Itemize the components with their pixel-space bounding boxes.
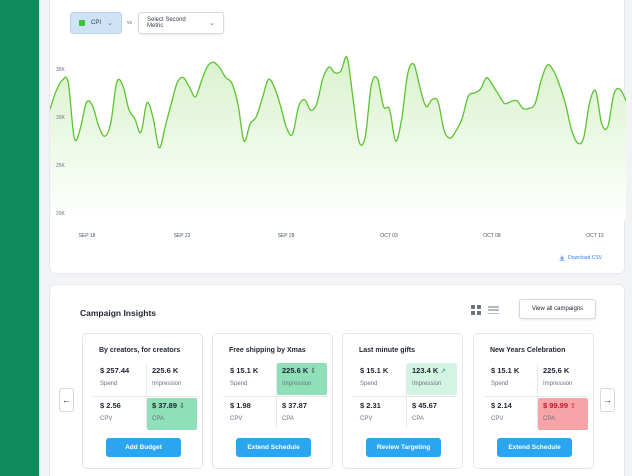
previous-arrow-icon[interactable]: ← xyxy=(59,388,74,412)
metric-select-secondary-placeholder: Select Second Metric xyxy=(147,17,186,29)
campaign-title: Free shipping by Xmas xyxy=(229,347,306,354)
x-tick-label: OCT 13 xyxy=(586,233,604,239)
cpa-value: $ 45.67 xyxy=(412,401,438,410)
y-tick-label: 35K xyxy=(56,67,66,73)
metric-select-primary[interactable]: CPI ⌄ xyxy=(70,12,122,34)
spend-label: Spend xyxy=(100,381,118,387)
review-targeting-button[interactable]: Review Targeting xyxy=(366,438,441,457)
extend-schedule-button[interactable]: Extend Schedule xyxy=(497,438,572,457)
y-tick-label: 25K xyxy=(56,163,66,169)
x-tick-label: SEP 18 xyxy=(79,233,96,239)
cpv-label: CPV xyxy=(230,416,243,422)
campaign-title: New Years Celebration xyxy=(490,347,566,354)
list-view-icon[interactable] xyxy=(488,305,499,315)
trend-up-icon: ↗ xyxy=(440,367,447,375)
cpa-value: $ 37.89 xyxy=(152,401,178,410)
cpa-stat: $ 37.89 ⇩ CPA xyxy=(147,398,197,430)
impression-stat: 123.4 K ↗ Impression xyxy=(407,363,457,395)
line-chart: 35K 30K 25K 20K SEP 18 SEP 23 SEP 28 OCT 03 OCT … xyxy=(50,55,626,239)
impression-value: 225.6 K xyxy=(282,366,309,375)
spend-value: $ 15.1 K xyxy=(360,366,389,375)
impression-stat: 225.6 K Impression xyxy=(147,363,197,395)
metric-select-secondary[interactable]: Select Second Metric ⌄ xyxy=(138,12,224,34)
spend-label: Spend xyxy=(230,381,248,387)
x-tick-label: SEP 23 xyxy=(174,233,191,239)
view-all-campaigns-button[interactable]: View all campaigns xyxy=(519,299,596,319)
next-arrow-icon[interactable]: → xyxy=(600,388,615,412)
spend-value: $ 15.1 K xyxy=(230,366,259,375)
cpv-stat: $ 1.98 CPV xyxy=(225,398,275,430)
cpv-label: CPV xyxy=(360,416,373,422)
campaign-card: New Years Celebration $ 15.1 K Spend 225… xyxy=(473,333,594,469)
series-color-swatch xyxy=(79,20,85,26)
spend-label: Spend xyxy=(491,381,509,387)
impression-label: Impression xyxy=(543,381,573,387)
cpa-label: CPA xyxy=(152,416,164,422)
add-budget-button[interactable]: Add Budget xyxy=(106,438,181,457)
x-tick-label: SEP 28 xyxy=(278,233,295,239)
cpa-label: CPA xyxy=(282,416,294,422)
spend-value: $ 15.1 K xyxy=(491,366,520,375)
download-csv-label: Download CSV xyxy=(568,255,602,261)
campaign-insights-card: Campaign Insights View all campaigns ← →… xyxy=(49,284,625,476)
x-tick-label: OCT 03 xyxy=(380,233,398,239)
y-tick-label: 20K xyxy=(56,211,66,217)
campaign-card: By creators, for creators $ 257.44 Spend… xyxy=(82,333,203,469)
impression-value: 123.4 K xyxy=(412,366,439,375)
cpv-label: CPV xyxy=(100,416,113,422)
chart-card: CPI ⌄ vs Select Second Metric ⌄ 35K 30K 25… xyxy=(49,0,626,274)
cpa-stat: $ 37.87 CPA xyxy=(277,398,327,430)
cpa-label: CPA xyxy=(412,416,424,422)
series-line xyxy=(50,55,626,149)
spend-stat: $ 15.1 K Spend xyxy=(355,363,405,395)
download-icon xyxy=(559,255,565,261)
cpa-value: $ 37.87 xyxy=(282,401,308,410)
spend-label: Spend xyxy=(360,381,378,387)
arrow-up-icon: ⇧ xyxy=(570,402,576,410)
impression-value: 225.6 K xyxy=(152,366,179,375)
series-area xyxy=(50,56,626,220)
y-tick-label: 30K xyxy=(56,115,66,121)
cpa-value: $ 99.99 xyxy=(543,401,569,410)
campaign-card: Free shipping by Xmas $ 15.1 K Spend 225… xyxy=(212,333,333,469)
cpv-label: CPV xyxy=(491,416,504,422)
cpv-stat: $ 2.14 CPV xyxy=(486,398,536,430)
metric-select-primary-label: CPI xyxy=(91,20,102,26)
cpv-value: $ 1.98 xyxy=(230,401,251,410)
cpa-stat: $ 99.99 ⇧ CPA xyxy=(538,398,588,430)
spend-stat: $ 257.44 Spend xyxy=(95,363,145,395)
impression-stat: 225.6 K Impression xyxy=(538,363,588,395)
impression-label: Impression xyxy=(282,381,312,387)
cpa-stat: $ 45.67 CPA xyxy=(407,398,457,430)
cpv-value: $ 2.14 xyxy=(491,401,512,410)
vs-label: vs xyxy=(127,20,132,26)
impression-value: 225.6 K xyxy=(543,366,570,375)
spend-stat: $ 15.1 K Spend xyxy=(225,363,275,395)
arrow-down-icon: ⇩ xyxy=(179,402,185,410)
x-tick-label: OCT 08 xyxy=(483,233,501,239)
cpa-label: CPA xyxy=(543,416,555,422)
cpv-value: $ 2.56 xyxy=(100,401,121,410)
download-csv-link[interactable]: Download CSV xyxy=(559,255,602,261)
campaign-card: Last minute gifts $ 15.1 K Spend 123.4 K… xyxy=(342,333,463,469)
grid-view-icon[interactable] xyxy=(471,305,481,315)
cpv-value: $ 2.31 xyxy=(360,401,381,410)
sidebar xyxy=(0,0,39,476)
spend-value: $ 257.44 xyxy=(100,366,130,375)
campaign-title: Last minute gifts xyxy=(359,347,416,354)
campaign-title: By creators, for creators xyxy=(99,347,181,354)
impression-stat: 225.6 K ⇩ Impression xyxy=(277,363,327,395)
arrow-down-icon: ⇩ xyxy=(310,367,317,375)
cpv-stat: $ 2.56 CPV xyxy=(95,398,145,430)
impression-label: Impression xyxy=(152,381,182,387)
chevron-down-icon: ⌄ xyxy=(209,20,215,27)
spend-stat: $ 15.1 K Spend xyxy=(486,363,536,395)
cpv-stat: $ 2.31 CPV xyxy=(355,398,405,430)
chevron-down-icon: ⌄ xyxy=(107,20,113,27)
extend-schedule-button[interactable]: Extend Schedule xyxy=(236,438,311,457)
impression-label: Impression xyxy=(412,381,442,387)
section-title: Campaign Insights xyxy=(80,308,157,318)
